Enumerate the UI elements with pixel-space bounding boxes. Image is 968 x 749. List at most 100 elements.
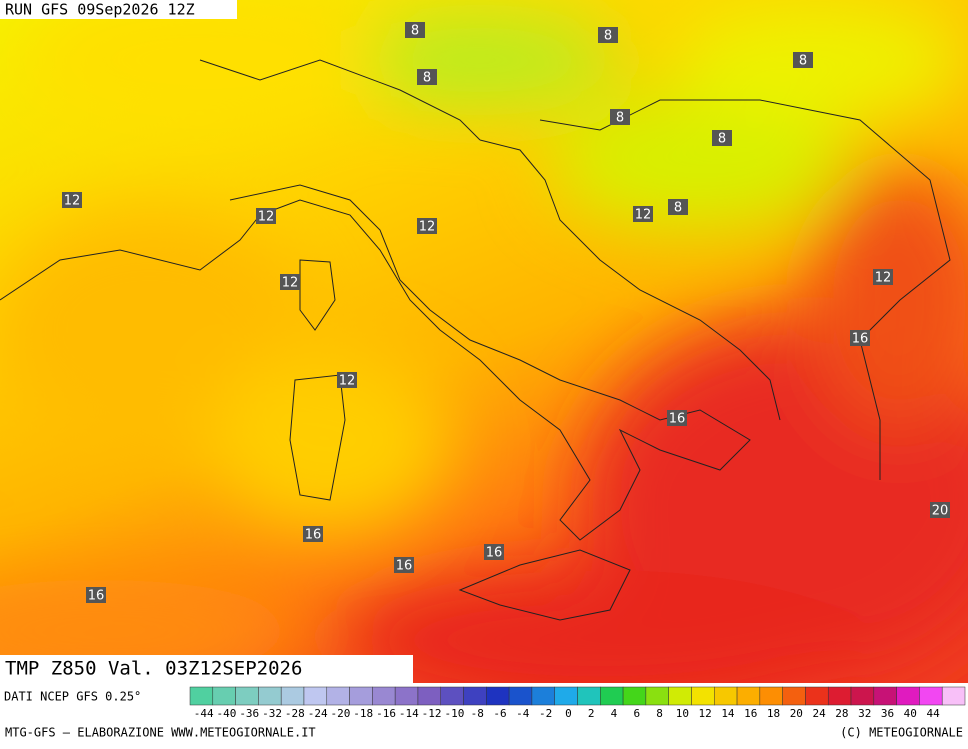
contour-label: 12	[282, 276, 299, 291]
contour-label-box	[930, 502, 950, 518]
footer-left: MTG-GFS — ELABORAZIONE WWW.METEOGIORNALE…	[5, 726, 316, 740]
scale-swatch	[714, 686, 738, 706]
caption-box	[0, 655, 413, 683]
contour-label: 16	[305, 528, 322, 543]
contour-label-box	[337, 372, 357, 388]
contour-label-box	[86, 587, 106, 603]
contour-label-box	[598, 27, 618, 43]
contour-label-box	[850, 330, 870, 346]
contour-label-box	[667, 410, 687, 426]
scale-swatch	[896, 686, 920, 706]
scale-swatch	[782, 686, 806, 706]
scale-swatch	[235, 686, 259, 706]
scale-tick-label: 10	[676, 707, 689, 720]
scale-tick-label: 20	[790, 707, 803, 720]
color-scale: -44 -40 -36 -32 -28 -24 -20 -18 -16 -14 -12 -10 -8 -6…	[189, 686, 966, 720]
scale-swatch	[280, 686, 305, 706]
scale-swatch	[463, 686, 487, 706]
scale-tick-label: -24	[308, 707, 328, 720]
scale-swatch	[919, 686, 943, 706]
contour-label-box	[303, 526, 323, 542]
contour-label-box	[394, 557, 414, 573]
scale-swatch	[440, 686, 464, 706]
scale-tick-label: -8	[471, 707, 484, 720]
contour-label-box	[610, 109, 630, 125]
contour-label-box	[417, 218, 437, 234]
scale-tick-label: -6	[493, 707, 506, 720]
contour-label: 12	[64, 194, 81, 209]
scale-tick-label: -36	[239, 707, 259, 720]
coastlines	[0, 59, 951, 621]
scale-swatch	[531, 686, 555, 706]
contour-label-box	[712, 130, 732, 146]
contour-label-box	[793, 52, 813, 68]
temperature-field: 8 8 8 8 8 8 8 12 12 12 12 12 12 12 16 16 16 16 16 16 20	[0, 0, 968, 683]
scale-tick-label: -10	[444, 707, 464, 720]
contour-label: 12	[258, 210, 275, 225]
source-label: DATI NCEP GFS 0.25°	[4, 690, 141, 704]
scale-swatch	[850, 686, 875, 706]
scale-tick-label: 44	[926, 707, 940, 720]
scale-tick-label: 18	[767, 707, 780, 720]
header-box	[0, 0, 237, 19]
scale-swatch	[668, 686, 692, 706]
contour-label: 20	[932, 504, 949, 519]
scale-tick-label: -20	[331, 707, 351, 720]
scale-swatch	[873, 686, 897, 706]
scale-swatch	[600, 686, 624, 706]
scale-tick-label: 40	[904, 707, 917, 720]
scale-tick-label: -4	[516, 707, 530, 720]
scale-swatch	[417, 686, 441, 706]
contour-label-box	[633, 206, 653, 222]
scale-swatch	[508, 686, 533, 706]
scale-tick-label: 36	[881, 707, 894, 720]
contour-label: 16	[852, 332, 869, 347]
scale-swatch	[212, 686, 236, 706]
contour-label-box	[256, 208, 276, 224]
scale-swatch	[372, 686, 396, 706]
contour-label-box	[405, 22, 425, 38]
scale-tick-label: 6	[633, 707, 640, 720]
field-label: TMP Z850 Val. 03Z12SEP2026	[5, 658, 302, 680]
contour-label: 8	[411, 24, 419, 39]
footer-right: (C) METEOGIORNALE	[840, 726, 963, 740]
scale-swatch	[759, 686, 783, 706]
scale-tick-label: 32	[858, 707, 871, 720]
scale-tick-label: -14	[399, 707, 419, 720]
scale-tick-label: 12	[699, 707, 712, 720]
scale-swatch	[941, 686, 966, 706]
contour-label: 12	[339, 374, 356, 389]
scale-swatch	[622, 686, 647, 706]
contour-label: 16	[669, 412, 686, 427]
scale-swatch	[645, 686, 669, 706]
contour-label: 16	[396, 559, 413, 574]
contour-label-box	[280, 274, 300, 290]
scale-swatch	[349, 686, 373, 706]
scale-tick-label: 8	[656, 707, 663, 720]
scale-tick-label: 24	[812, 707, 826, 720]
contour-label: 8	[616, 111, 624, 126]
contour-label-box	[668, 199, 688, 215]
contour-label: 16	[486, 546, 503, 561]
scale-swatch	[691, 686, 715, 706]
contour-label: 8	[604, 29, 612, 44]
scale-swatch	[394, 686, 419, 706]
contour-label: 12	[419, 220, 436, 235]
contour-label: 8	[674, 201, 682, 216]
contour-label: 12	[875, 271, 892, 286]
scale-swatch	[258, 686, 282, 706]
scale-tick-label: -2	[539, 707, 552, 720]
contour-label: 8	[718, 132, 726, 147]
scale-swatch	[486, 686, 510, 706]
contour-label-box	[873, 269, 893, 285]
scale-swatch	[326, 686, 350, 706]
scale-tick-label: -44	[194, 707, 214, 720]
scale-swatch	[827, 686, 852, 706]
scale-tick-label: -12	[422, 707, 442, 720]
scale-tick-label: 0	[565, 707, 572, 720]
scale-swatch	[189, 686, 214, 706]
scale-tick-label: -16	[376, 707, 396, 720]
contour-label-box	[62, 192, 82, 208]
scale-tick-label: 14	[721, 707, 735, 720]
